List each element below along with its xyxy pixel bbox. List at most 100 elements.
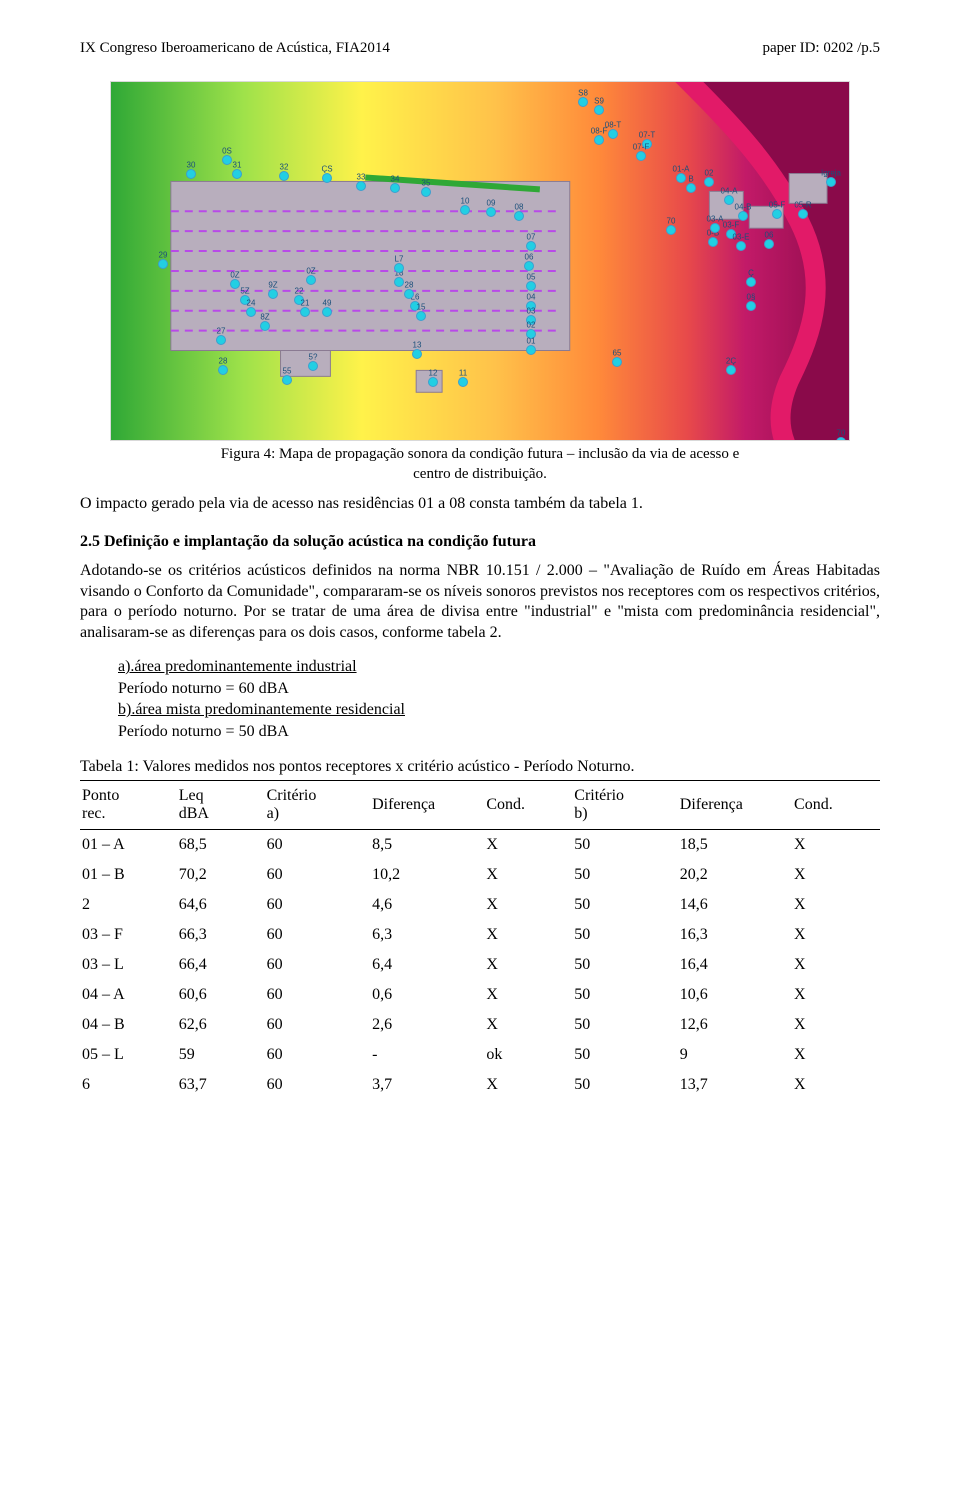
table-cell: 59	[177, 1040, 265, 1070]
table-cell: 04 – A	[80, 980, 177, 1010]
table-cell: 62,6	[177, 1010, 265, 1040]
header-right: paper ID: 0202 /p.5	[763, 40, 880, 57]
map-receptor-node	[524, 261, 534, 271]
table-cell: 60	[265, 1070, 370, 1100]
map-node-label: 11	[459, 369, 467, 378]
map-node-label: 08-T	[605, 121, 621, 130]
table-cell: 20,2	[678, 860, 792, 890]
table-cell: 03 – F	[80, 920, 177, 950]
map-receptor-node	[736, 241, 746, 251]
table-cell: ok	[484, 1040, 572, 1070]
table-cell: 10,6	[678, 980, 792, 1010]
table-cell: 6,3	[370, 920, 484, 950]
map-node-label: 33	[357, 173, 366, 182]
table-cell: X	[792, 1010, 880, 1040]
map-node-label: 13	[413, 341, 422, 350]
map-node-label: 04	[527, 293, 536, 302]
map-receptor-node	[416, 311, 426, 321]
map-receptor-node	[404, 289, 414, 299]
map-receptor-node	[578, 97, 588, 107]
map-node-label: 02	[527, 321, 536, 330]
table-cell: 4,6	[370, 890, 484, 920]
map-receptor-node	[726, 365, 736, 375]
map-node-label: 9Z	[268, 281, 277, 290]
map-receptor-node	[282, 375, 292, 385]
table-cell: 0,6	[370, 980, 484, 1010]
map-receptor-node	[230, 279, 240, 289]
table-cell: 60	[265, 890, 370, 920]
map-receptor-node	[412, 349, 422, 359]
table-header-cell: Critériob)	[572, 781, 677, 830]
map-node-label: 30	[187, 161, 196, 170]
table-cell: 18,5	[678, 830, 792, 861]
criterion-b-value: Período noturno = 50 dBA	[118, 721, 880, 743]
map-node-label: 05	[527, 273, 536, 282]
impact-sentence: O impacto gerado pela via de acesso nas …	[80, 494, 880, 515]
map-receptor-node	[710, 223, 720, 233]
table-cell: 10,2	[370, 860, 484, 890]
map-node-label: 02	[705, 169, 714, 178]
table-cell: X	[484, 920, 572, 950]
table-cell: 60	[265, 1040, 370, 1070]
map-node-label: 05-R	[794, 201, 811, 210]
map-node-label: 06	[765, 231, 774, 240]
section-heading: 2.5 Definição e implantação da solução a…	[80, 533, 880, 551]
table-cell: 60	[265, 950, 370, 980]
table-cell: X	[792, 920, 880, 950]
map-receptor-node	[246, 307, 256, 317]
table-cell: 2,6	[370, 1010, 484, 1040]
map-node-label: L7	[395, 255, 404, 264]
map-node-label: Igreja	[821, 169, 841, 178]
criterion-a-value: Período noturno = 60 dBA	[118, 678, 880, 700]
table-cell: X	[792, 830, 880, 861]
map-receptor-node	[526, 345, 536, 355]
table-cell: 60	[265, 1010, 370, 1040]
table-cell: 04 – B	[80, 1010, 177, 1040]
table-cell: 2	[80, 890, 177, 920]
map-node-label: 65	[613, 349, 622, 358]
map-node-label: 2Ç	[726, 357, 736, 366]
map-receptor-node	[798, 209, 808, 219]
table-cell: 50	[572, 860, 677, 890]
header-left: IX Congreso Iberoamericano de Acústica, …	[80, 40, 390, 57]
table-cell: X	[484, 1010, 572, 1040]
map-node-label: 35	[422, 179, 431, 188]
map-node-label: 32	[280, 163, 289, 172]
table-cell: 50	[572, 1070, 677, 1100]
map-receptor-node	[390, 183, 400, 193]
table-cell: 64,6	[177, 890, 265, 920]
table-cell: 50	[572, 1010, 677, 1040]
map-node-label: 0Z	[306, 267, 315, 276]
table-cell: X	[484, 860, 572, 890]
map-receptor-node	[306, 275, 316, 285]
map-node-label: 07-F	[633, 143, 649, 152]
table-cell: 60	[265, 860, 370, 890]
table-row: 05 – L5960-ok509X	[80, 1040, 880, 1070]
map-node-label: 34	[391, 175, 400, 184]
table-cell: 12,6	[678, 1010, 792, 1040]
map-receptor-node	[594, 135, 604, 145]
map-receptor-node	[738, 211, 748, 221]
map-receptor-node	[428, 377, 438, 387]
map-node-label: 12	[429, 369, 438, 378]
table-cell: X	[792, 1040, 880, 1070]
table-title: Tabela 1: Valores medidos nos pontos rec…	[80, 758, 880, 776]
table-row: 01 – B70,26010,2X5020,2X	[80, 860, 880, 890]
table-cell: X	[484, 980, 572, 1010]
table-cell: X	[484, 830, 572, 861]
measurements-table: Pontorec.LeqdBACritérioa)DiferençaCond.C…	[80, 780, 880, 1100]
map-node-label: 05-F	[769, 201, 785, 210]
criterion-b-label: b).área mista predominantemente residenc…	[118, 701, 405, 718]
map-receptor-node	[356, 181, 366, 191]
table-cell: 66,4	[177, 950, 265, 980]
table-cell: 60,6	[177, 980, 265, 1010]
table-header-cell: Critérioa)	[265, 781, 370, 830]
map-node-label: 03-A	[707, 215, 724, 224]
map-receptor-node	[686, 183, 696, 193]
table-cell: X	[792, 980, 880, 1010]
map-node-label: 24	[247, 299, 256, 308]
map-receptor-node	[826, 177, 836, 187]
table-header-cell: LeqdBA	[177, 781, 265, 830]
figure-caption-line2: centro de distribuição.	[413, 466, 547, 482]
table-cell: 16,3	[678, 920, 792, 950]
